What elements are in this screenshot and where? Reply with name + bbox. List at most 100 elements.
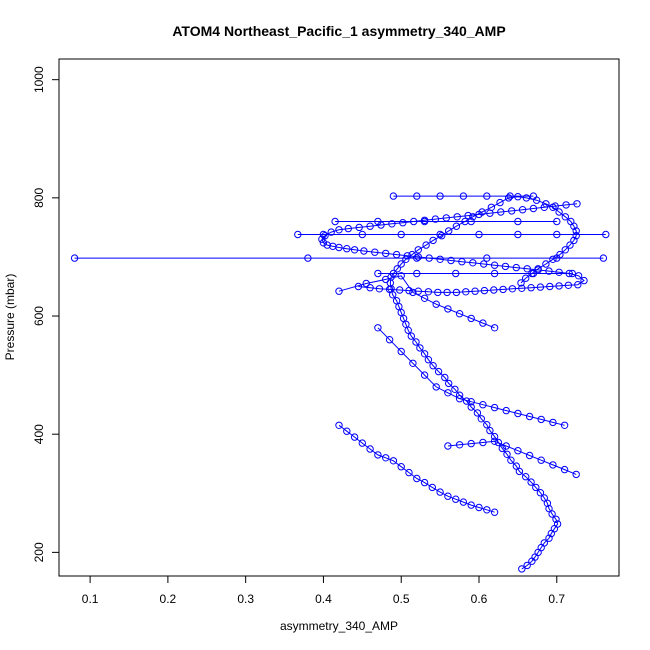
data-point: [445, 379, 453, 388]
data-point: [562, 201, 570, 209]
data-point: [382, 249, 390, 258]
data-point: [602, 230, 610, 239]
data-point: [385, 285, 394, 294]
data-point: [518, 284, 526, 292]
y-tick-label: 400: [32, 424, 46, 444]
x-axis: 0.1 0.2 0.3 0.4 0.5 0.6 0.7: [82, 575, 565, 606]
data-point: [490, 286, 498, 294]
data-point: [545, 504, 553, 513]
data-point: [467, 501, 475, 509]
data-series: [444, 437, 580, 479]
x-tick-label: 0.4: [315, 592, 332, 606]
data-point: [580, 276, 588, 285]
data-point: [549, 418, 557, 427]
data-point: [434, 288, 442, 297]
data-point: [455, 310, 464, 318]
data-point: [412, 338, 420, 346]
data-point: [548, 510, 556, 518]
data-point: [350, 246, 359, 254]
data-point: [504, 194, 513, 202]
data-point: [502, 406, 510, 415]
data-point: [389, 457, 398, 465]
data-point: [350, 433, 359, 441]
data-point: [424, 288, 433, 296]
data-point: [514, 193, 522, 201]
data-point: [553, 217, 561, 226]
data-point: [467, 403, 475, 411]
data-point: [496, 198, 504, 207]
data-point: [523, 561, 531, 570]
data-point: [494, 438, 503, 447]
data-series: [331, 217, 561, 226]
data-point: [480, 260, 488, 268]
data-point: [555, 268, 563, 276]
data-point: [467, 314, 475, 323]
data-point: [422, 241, 430, 249]
data-point: [483, 192, 491, 200]
data-point: [389, 192, 398, 200]
data-point: [331, 217, 339, 226]
data-point: [420, 217, 429, 226]
data-point: [319, 239, 328, 247]
data-point: [428, 483, 436, 492]
data-point: [514, 217, 522, 226]
data-point: [503, 450, 511, 458]
data-point: [574, 272, 583, 280]
data-point: [506, 192, 514, 200]
data-point: [483, 254, 491, 262]
data-point: [532, 483, 540, 492]
data-point: [414, 287, 422, 295]
data-point: [490, 324, 499, 332]
data-point: [572, 232, 580, 240]
data-point: [436, 192, 444, 200]
data-point: [403, 252, 412, 260]
data-series: [386, 193, 580, 573]
series-line: [321, 203, 585, 293]
series-line: [377, 327, 565, 426]
data-point: [374, 324, 382, 332]
data-point: [540, 494, 548, 502]
data-point: [321, 232, 329, 240]
data-point: [561, 213, 569, 221]
data-point: [479, 401, 487, 409]
y-tick-label: 1000: [32, 66, 46, 93]
data-point: [546, 282, 554, 291]
data-point: [344, 224, 352, 233]
data-point: [413, 474, 421, 483]
data-point: [498, 444, 506, 453]
data-point: [414, 253, 422, 261]
data-point: [529, 269, 538, 278]
data-point: [545, 267, 553, 275]
data-point: [529, 204, 538, 213]
data-point: [432, 300, 440, 308]
data-point: [413, 192, 421, 200]
data-point: [525, 412, 534, 421]
data-point: [486, 426, 494, 435]
data-point: [438, 232, 446, 240]
data-point: [436, 488, 444, 496]
x-axis-label: asymmetry_340_AMP: [280, 619, 398, 633]
data-point: [397, 347, 405, 356]
data-point: [459, 192, 468, 200]
data-point: [537, 415, 545, 424]
data-point: [518, 206, 527, 214]
data-point: [444, 305, 452, 313]
data-point: [452, 222, 461, 230]
data-point: [523, 265, 531, 273]
data-point: [323, 241, 331, 249]
data-point: [555, 208, 563, 216]
data-point: [486, 209, 494, 217]
series-line: [338, 424, 495, 513]
data-point: [444, 492, 452, 500]
data-point: [366, 222, 374, 230]
data-point: [416, 344, 424, 352]
data-point: [360, 247, 368, 255]
data-point: [479, 438, 487, 447]
plot-series: [70, 192, 610, 573]
data-point: [409, 359, 417, 367]
data-point: [517, 279, 525, 287]
data-point: [527, 478, 535, 486]
data-point: [358, 439, 366, 447]
data-point: [451, 385, 459, 393]
